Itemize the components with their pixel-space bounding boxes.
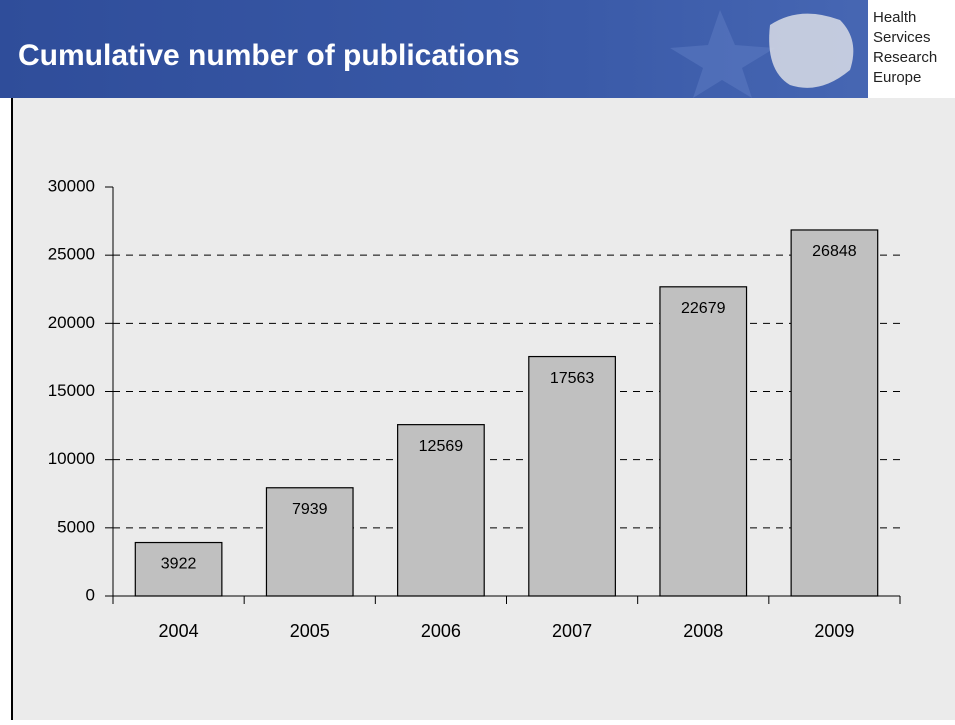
value-label: 7939 [292,501,328,518]
bar [397,424,485,597]
bar [265,487,354,597]
value-label: 22679 [681,300,726,317]
y-tick-label: 15000 [48,381,95,400]
value-label: 12569 [419,438,464,455]
star-decoration [670,10,775,98]
y-tick-label: 30000 [48,176,95,195]
x-tick-label: 2008 [683,621,723,641]
y-tick-label: 25000 [48,245,95,264]
x-tick-label: 2007 [552,621,592,641]
y-tick-label: 5000 [57,517,95,536]
x-tick-label: 2009 [814,621,854,641]
slide-title: Cumulative number of publications [18,39,520,72]
bar [790,229,879,597]
bar [528,355,616,597]
x-tick-label: 2006 [421,621,461,641]
value-label: 26848 [812,243,857,260]
y-tick-label: 20000 [48,313,95,332]
logo-box [868,0,955,98]
value-label: 17563 [550,370,595,387]
y-tick-label: 10000 [48,449,95,468]
x-tick-label: 2005 [290,621,330,641]
x-tick-label: 2004 [159,621,199,641]
logo-text: Health [873,9,916,26]
y-tick-label: 0 [86,585,95,604]
logo-text: Services [873,29,931,46]
map-decoration [769,13,854,88]
logo-text: Europe [873,69,921,86]
value-label: 3922 [161,556,197,573]
bar [659,286,748,597]
bar [134,541,223,597]
logo-text: Research [873,49,937,66]
